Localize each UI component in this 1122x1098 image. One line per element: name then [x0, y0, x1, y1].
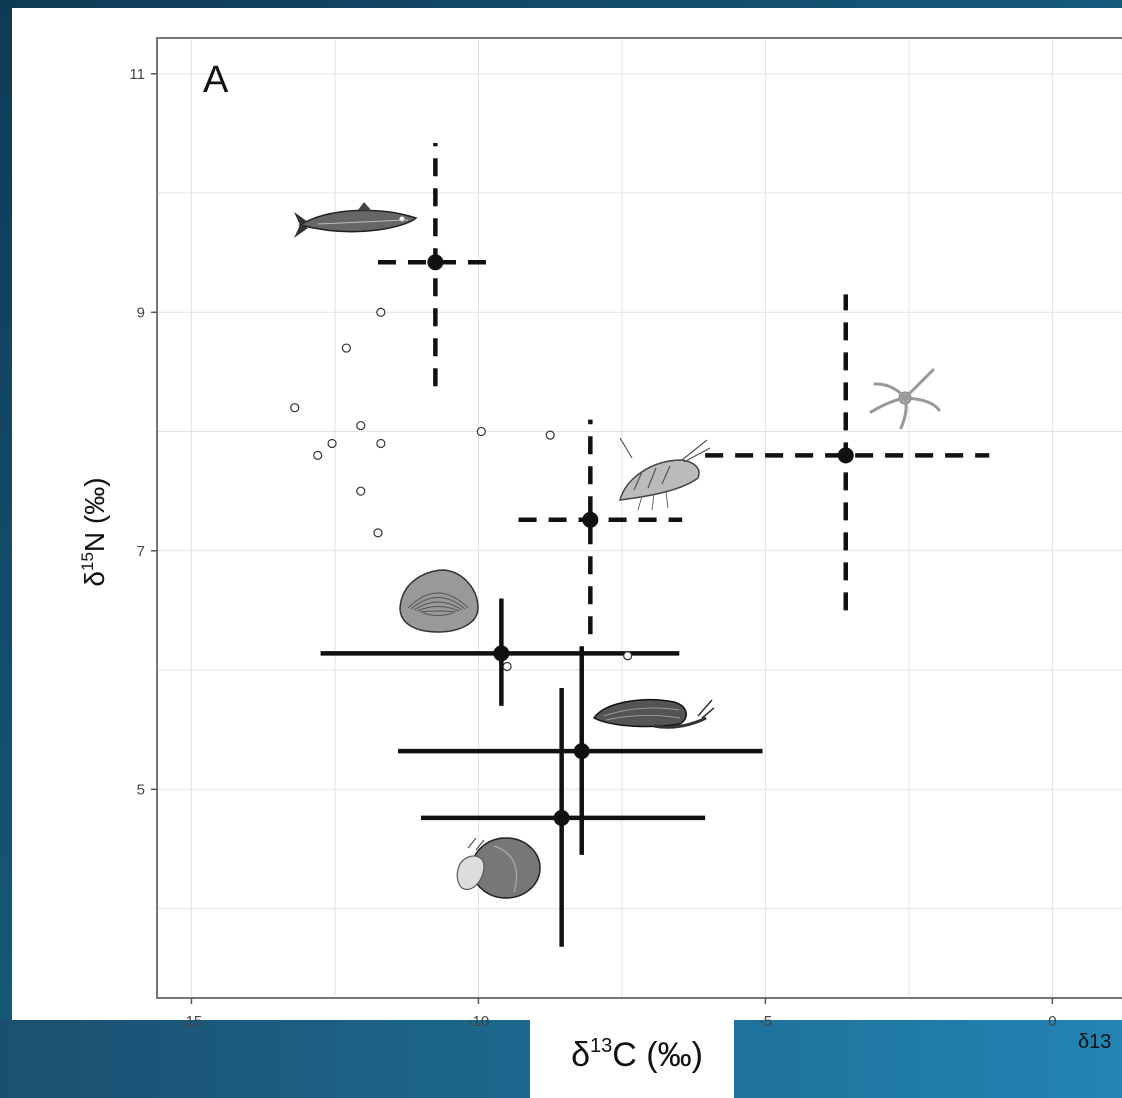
snail-icon — [592, 699, 715, 729]
panel-label: A — [203, 59, 229, 101]
sample-point — [313, 450, 323, 460]
sample-point — [327, 438, 337, 449]
sample-point — [476, 426, 486, 437]
shrimp-icon — [618, 437, 711, 511]
sample-point — [356, 486, 366, 496]
group-mean-point — [553, 809, 570, 826]
limpet-icon — [399, 569, 479, 633]
group-mean-point — [493, 645, 510, 662]
y-tick-label: 5 — [137, 781, 145, 798]
data-points — [290, 254, 854, 826]
group-mean-point — [573, 743, 590, 760]
x-axis-title: δ13C (‰) — [571, 1035, 703, 1074]
hermit-crab-icon — [456, 837, 541, 899]
sample-point — [341, 343, 352, 353]
y-tick-label: 9 — [137, 304, 145, 321]
plot-panel-border — [156, 37, 1122, 999]
sample-point — [376, 438, 386, 449]
x-axis-title-backdrop — [530, 1010, 734, 1098]
y-axis-title: δ15N (‰) — [78, 477, 110, 586]
figure-background — [12, 8, 1122, 1028]
error-bars — [320, 142, 990, 947]
sample-point — [623, 651, 633, 661]
brittle-star-icon — [869, 368, 941, 430]
sample-point — [376, 307, 386, 317]
fish-icon — [294, 202, 418, 238]
x-tick-label: 0 — [1048, 1013, 1056, 1030]
group-mean-point — [582, 511, 599, 528]
sample-point — [356, 420, 366, 431]
x-tick-label: -10 — [468, 1013, 490, 1030]
y-tick-label: 7 — [137, 543, 145, 560]
axis-ticks: -15 -10 -5 0 5 7 9 11 — [129, 66, 1056, 1030]
group-mean-point — [837, 447, 854, 464]
group-mean-point — [427, 254, 444, 271]
x-tick-label: -5 — [759, 1013, 772, 1030]
sample-point — [502, 661, 512, 672]
sample-point — [290, 403, 300, 413]
sample-point — [373, 528, 383, 538]
sample-point — [545, 430, 555, 440]
taxon-illustrations — [294, 202, 941, 899]
x-tick-label: -15 — [181, 1013, 203, 1030]
clipped-secondary-label: δ13 — [1078, 1031, 1111, 1053]
y-tick-label: 11 — [129, 66, 145, 83]
